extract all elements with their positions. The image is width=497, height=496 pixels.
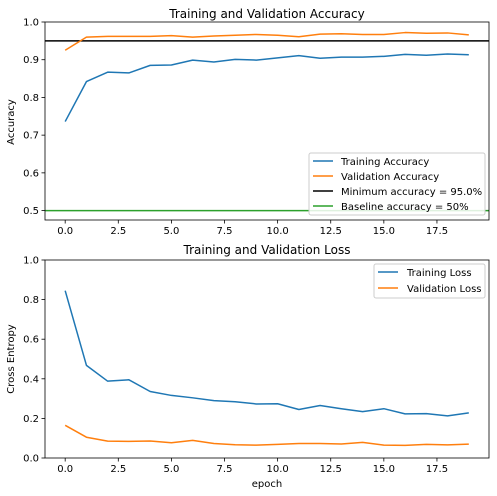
loss-chart-title: Training and Validation Loss xyxy=(183,243,351,257)
legend-baseline-accuracy-label: Baseline accuracy = 50% xyxy=(341,202,469,213)
accuracy-y-tick-label: 0.6 xyxy=(23,168,39,179)
loss-x-tick-label: 5.0 xyxy=(163,464,179,475)
loss-y-tick-label: 0.2 xyxy=(23,414,39,425)
loss-legend: Training Loss Validation Loss xyxy=(373,263,486,299)
accuracy-chart: Training and Validation Accuracy Accurac… xyxy=(6,7,490,238)
legend-validation-accuracy-label: Validation Accuracy xyxy=(341,172,439,183)
validation-loss-line xyxy=(64,424,469,447)
loss-legend-box xyxy=(373,263,486,299)
accuracy-y-tick-label: 0.8 xyxy=(23,93,39,104)
loss-plot-lines xyxy=(64,290,469,447)
loss-y-tick-label: 1.0 xyxy=(23,256,39,267)
training-loss-line xyxy=(64,290,469,417)
training-accuracy-line xyxy=(64,53,469,122)
validation-accuracy-line xyxy=(64,31,469,51)
loss-x-tick-label: 15.0 xyxy=(373,464,395,475)
accuracy-x-tick-label: 7.5 xyxy=(217,226,233,237)
loss-chart: Training and Validation Loss Cross Entro… xyxy=(6,243,490,490)
loss-x-tick-label: 2.5 xyxy=(110,464,126,475)
loss-x-tick-label: 7.5 xyxy=(217,464,233,475)
accuracy-x-tick-label: 15.0 xyxy=(373,226,395,237)
accuracy-legend: Training Accuracy Validation Accuracy Mi… xyxy=(308,152,486,216)
loss-x-tick-label: 0.0 xyxy=(57,464,73,475)
accuracy-y-tick-label: 1.0 xyxy=(23,18,39,29)
loss-axis-ticks: 0.0 2.5 5.0 7.5 10.0 12.5 15.0 17.5 0.0 0.2 0.4 0.6… xyxy=(23,256,448,476)
accuracy-y-axis-label: Accuracy xyxy=(6,99,17,145)
accuracy-x-tick-label: 0.0 xyxy=(57,226,73,237)
accuracy-x-tick-label: 5.0 xyxy=(163,226,179,237)
loss-x-tick-label: 17.5 xyxy=(426,464,448,475)
accuracy-x-tick-label: 12.5 xyxy=(320,226,342,237)
loss-y-tick-label: 0.4 xyxy=(23,374,39,385)
accuracy-chart-title: Training and Validation Accuracy xyxy=(168,7,364,21)
accuracy-legend-box xyxy=(308,152,486,216)
loss-x-axis-label: epoch xyxy=(252,479,282,490)
loss-axes-frame xyxy=(44,259,490,459)
loss-y-axis-label: Cross Entropy xyxy=(6,324,17,394)
accuracy-x-tick-label: 2.5 xyxy=(110,226,126,237)
legend-training-accuracy-label: Training Accuracy xyxy=(340,157,429,168)
accuracy-x-tick-label: 17.5 xyxy=(426,226,448,237)
accuracy-x-tick-label: 10.0 xyxy=(266,226,288,237)
accuracy-plot-lines xyxy=(45,31,489,212)
accuracy-y-tick-label: 0.5 xyxy=(23,206,39,217)
loss-x-tick-label: 12.5 xyxy=(320,464,342,475)
accuracy-axes-frame xyxy=(44,21,490,221)
accuracy-y-tick-label: 0.9 xyxy=(23,55,39,66)
legend-training-loss-label: Training Loss xyxy=(406,268,472,279)
loss-y-tick-label: 0.8 xyxy=(23,295,39,306)
legend-validation-loss-label: Validation Loss xyxy=(407,284,482,295)
loss-y-tick-label: 0.6 xyxy=(23,335,39,346)
loss-x-tick-label: 10.0 xyxy=(266,464,288,475)
accuracy-y-tick-label: 0.7 xyxy=(23,131,39,142)
accuracy-axis-ticks: 0.0 2.5 5.0 7.5 10.0 12.5 15.0 17.5 0.5 0.6 0.7 0.8… xyxy=(23,18,448,238)
legend-minimum-accuracy-label: Minimum accuracy = 95.0% xyxy=(341,187,482,198)
loss-y-tick-label: 0.0 xyxy=(23,454,39,465)
